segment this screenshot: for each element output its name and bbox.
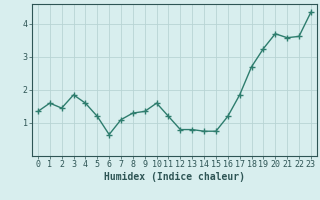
X-axis label: Humidex (Indice chaleur): Humidex (Indice chaleur) (104, 172, 245, 182)
